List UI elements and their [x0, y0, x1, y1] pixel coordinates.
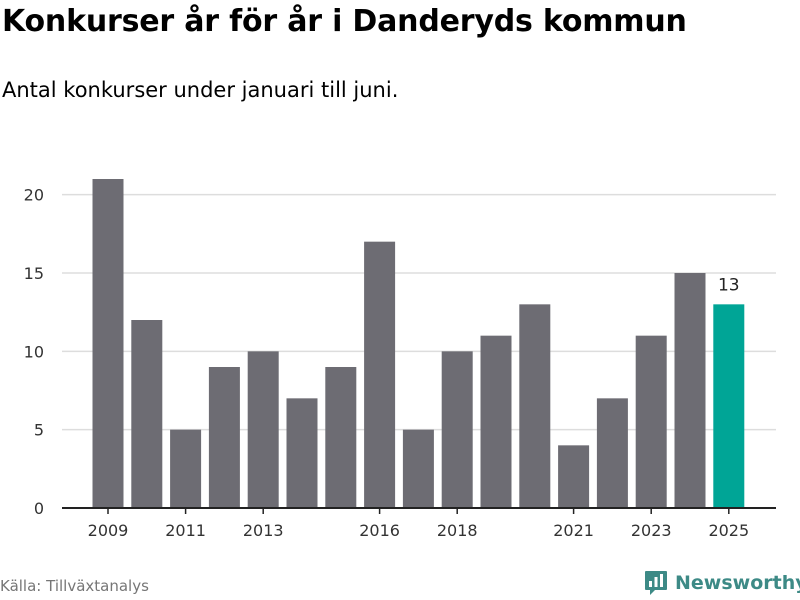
bar-2013 — [247, 351, 279, 508]
bar-2010 — [131, 320, 163, 508]
y-tick-label: 15 — [24, 264, 44, 283]
x-tick-label: 2021 — [553, 521, 594, 540]
bar-2022 — [596, 398, 628, 508]
bar-chart: 0 5 10 15 20 2009 2011 2013 2016 2018 2021 2023 2025… — [24, 179, 776, 540]
bar-2020 — [519, 304, 551, 508]
newsworthy-brand: Newsworthy — [644, 570, 800, 596]
bar-2015 — [325, 367, 357, 508]
x-tick-label: 2023 — [631, 521, 672, 540]
x-tick-label: 2009 — [88, 521, 129, 540]
data-label: 13 — [718, 275, 740, 295]
bar-2018 — [441, 351, 473, 508]
bar-2012 — [208, 367, 240, 508]
bar-2011 — [170, 429, 202, 508]
y-tick-label: 20 — [24, 186, 44, 205]
y-tick-label: 0 — [34, 499, 44, 518]
y-tick-label: 5 — [34, 421, 44, 440]
chart-subtitle: Antal konkurser under januari till juni. — [2, 78, 399, 102]
x-tick-label: 2016 — [359, 521, 400, 540]
bar-2009 — [92, 179, 124, 508]
bar-2024 — [674, 273, 706, 508]
x-tick-label: 2025 — [708, 521, 749, 540]
bar-2025 — [713, 304, 745, 508]
bar-2021 — [558, 445, 590, 508]
chart-title: Konkurser år för år i Danderyds kommun — [2, 4, 687, 39]
newsworthy-logo-icon — [645, 571, 667, 595]
bar-2016 — [364, 241, 396, 508]
bar-2019 — [480, 335, 512, 508]
brand-name: Newsworthy — [675, 572, 800, 594]
x-tick-label: 2018 — [437, 521, 478, 540]
source-note: Källa: Tillväxtanalys — [0, 577, 149, 595]
bar-2014 — [286, 398, 318, 508]
x-tick-label: 2013 — [243, 521, 284, 540]
y-tick-label: 10 — [24, 342, 44, 361]
bar-2023 — [635, 335, 667, 508]
bar-2017 — [402, 429, 434, 508]
x-tick-label: 2011 — [165, 521, 206, 540]
